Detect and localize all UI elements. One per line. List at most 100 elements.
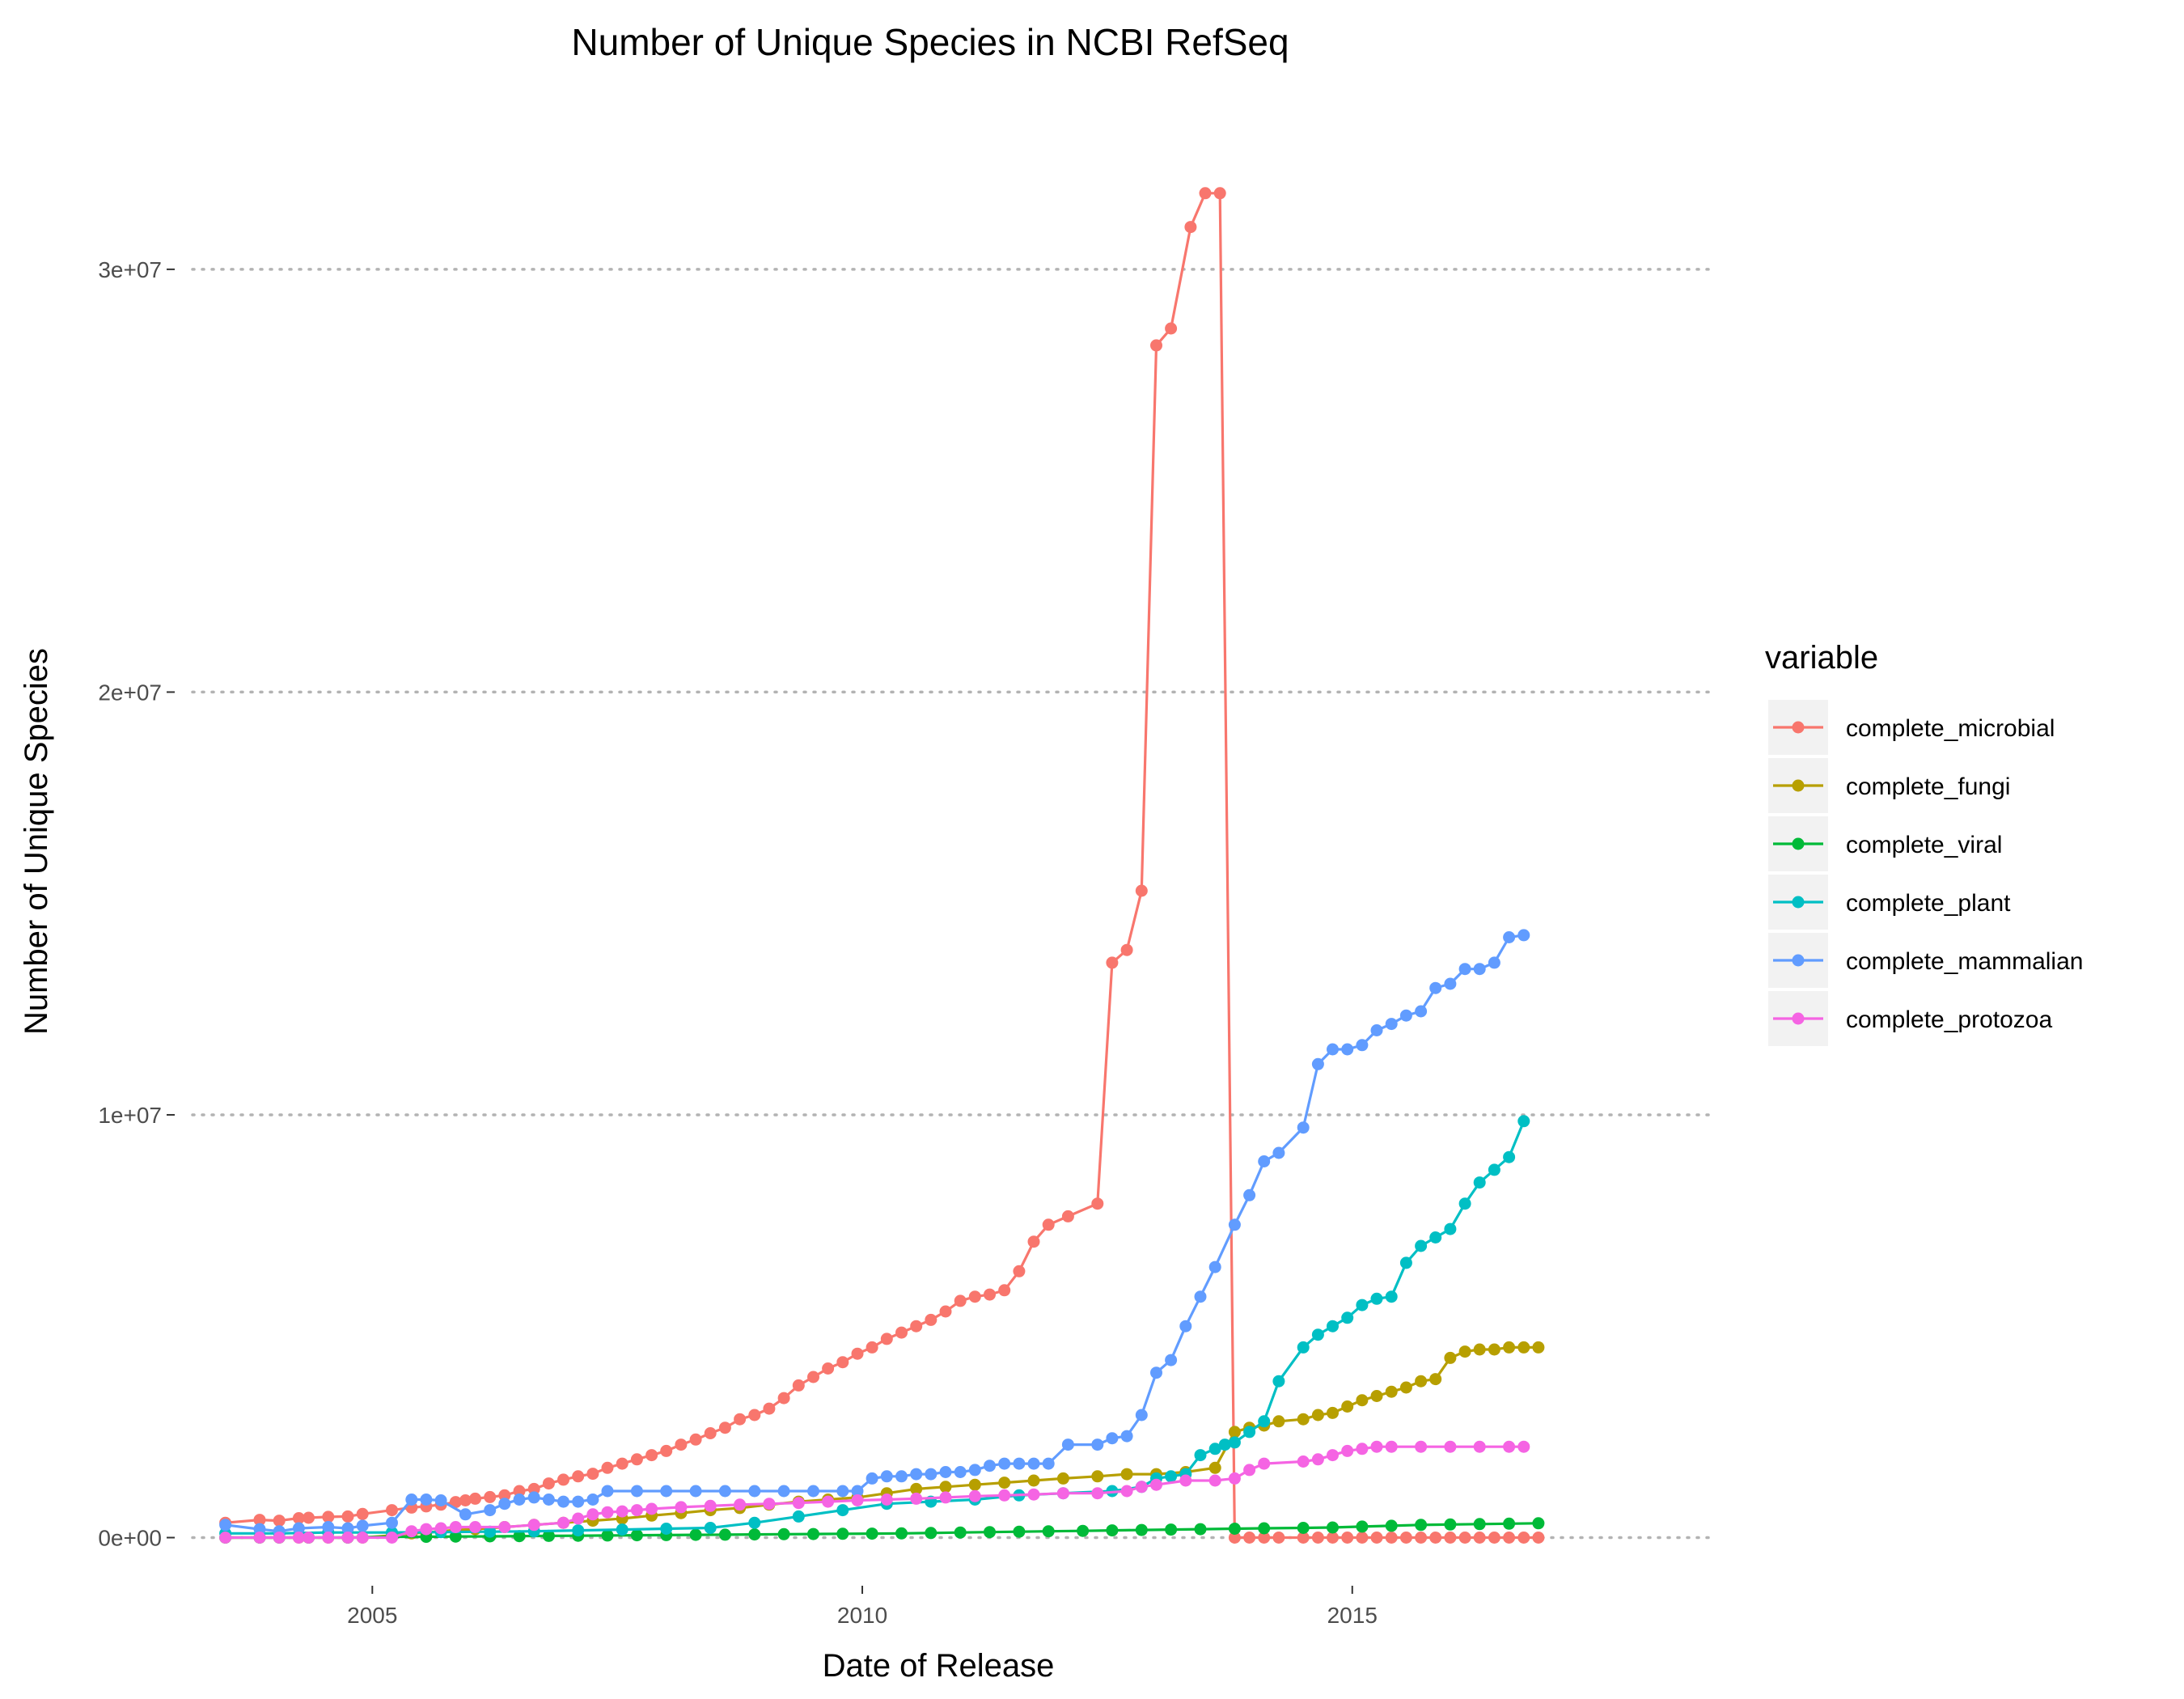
data-point [1258, 1522, 1271, 1535]
data-point [1091, 1197, 1104, 1210]
data-point [1488, 956, 1500, 969]
data-point [645, 1502, 658, 1515]
data-point [1311, 1532, 1324, 1544]
data-point [356, 1532, 369, 1544]
data-point [513, 1494, 526, 1506]
data-point [1311, 1328, 1324, 1341]
data-point [734, 1498, 747, 1511]
data-point [1444, 1518, 1457, 1531]
data-point [748, 1528, 761, 1541]
legend-label: complete_viral [1846, 832, 2002, 858]
data-point [1311, 1409, 1324, 1421]
data-point [1297, 1121, 1310, 1134]
data-point [895, 1470, 908, 1483]
data-point [1272, 1375, 1285, 1388]
data-point [1150, 339, 1162, 352]
data-point [763, 1402, 776, 1415]
data-point [542, 1477, 555, 1490]
data-point [601, 1529, 614, 1542]
data-point [748, 1516, 761, 1529]
data-point [1120, 1485, 1133, 1498]
data-point [689, 1485, 702, 1498]
data-point [1091, 1470, 1104, 1483]
data-point [434, 1522, 447, 1535]
data-point [1061, 1210, 1074, 1222]
data-point [386, 1504, 398, 1517]
legend-label: complete_mammalian [1846, 948, 2083, 975]
legend-label: complete_fungi [1846, 773, 2010, 800]
data-point [1327, 1043, 1339, 1056]
data-point [1415, 1005, 1428, 1018]
data-point [292, 1512, 305, 1524]
data-point [1258, 1532, 1271, 1544]
data-point [1297, 1341, 1310, 1354]
data-point [777, 1527, 790, 1540]
x-tick-label: 2010 [837, 1603, 887, 1628]
data-point [998, 1284, 1011, 1297]
data-point [1503, 1517, 1516, 1530]
legend-item: complete_viral [1768, 816, 2002, 871]
legend-title: variable [1765, 640, 1878, 676]
data-point [1013, 1457, 1026, 1470]
data-point [1208, 1260, 1221, 1273]
data-point [1415, 1440, 1428, 1453]
data-point [1473, 963, 1486, 976]
data-point [219, 1532, 232, 1544]
data-point [420, 1494, 433, 1506]
data-point [1258, 1415, 1271, 1428]
data-point [601, 1506, 614, 1519]
data-point [1165, 1523, 1178, 1536]
data-point [1228, 1532, 1241, 1544]
data-point [763, 1498, 776, 1510]
data-point [925, 1313, 938, 1326]
series-complete_microbial [219, 187, 1545, 1544]
data-point [925, 1468, 938, 1481]
data-point [910, 1468, 923, 1481]
data-point [1385, 1532, 1398, 1544]
data-point [434, 1494, 447, 1506]
data-point [484, 1525, 497, 1538]
data-point [1341, 1043, 1354, 1056]
series-complete_viral [219, 1517, 1545, 1544]
data-point [880, 1333, 893, 1345]
data-point [1341, 1532, 1354, 1544]
data-point [1503, 1440, 1516, 1453]
data-point [1356, 1443, 1369, 1455]
data-point [939, 1481, 952, 1494]
data-point [939, 1466, 952, 1478]
data-point [1042, 1457, 1055, 1470]
data-point [1243, 1464, 1256, 1477]
legend-label: complete_microbial [1846, 715, 2055, 742]
data-point [1120, 1468, 1133, 1481]
data-point [1473, 1518, 1486, 1531]
data-point [292, 1522, 305, 1535]
data-point [836, 1485, 849, 1498]
data-point [1135, 1409, 1148, 1421]
y-axis: 0e+00 1e+07 2e+07 3e+07 [98, 257, 175, 1551]
data-point [998, 1457, 1011, 1470]
data-point [1208, 1461, 1221, 1474]
data-point [1385, 1385, 1398, 1398]
data-point [1194, 1290, 1207, 1303]
data-point [1120, 943, 1133, 956]
data-point [498, 1489, 511, 1502]
data-point [1135, 884, 1148, 897]
data-point [322, 1510, 335, 1523]
data-point [954, 1294, 967, 1307]
data-point [718, 1421, 731, 1434]
data-point [1385, 1440, 1398, 1453]
legend-item: complete_protozoa [1768, 991, 2052, 1046]
y-tick-label: 1e+07 [98, 1103, 162, 1128]
data-point [630, 1453, 643, 1466]
data-point [880, 1494, 893, 1506]
data-point [1135, 1523, 1148, 1536]
data-point [1165, 322, 1178, 335]
gridlines [191, 268, 1716, 1540]
data-point [984, 1526, 996, 1539]
data-point [660, 1523, 673, 1535]
x-axis-title: Date of Release [823, 1648, 1055, 1684]
data-point [704, 1499, 717, 1512]
data-point [1327, 1449, 1339, 1462]
data-point [1444, 1440, 1457, 1453]
data-point [660, 1485, 673, 1498]
